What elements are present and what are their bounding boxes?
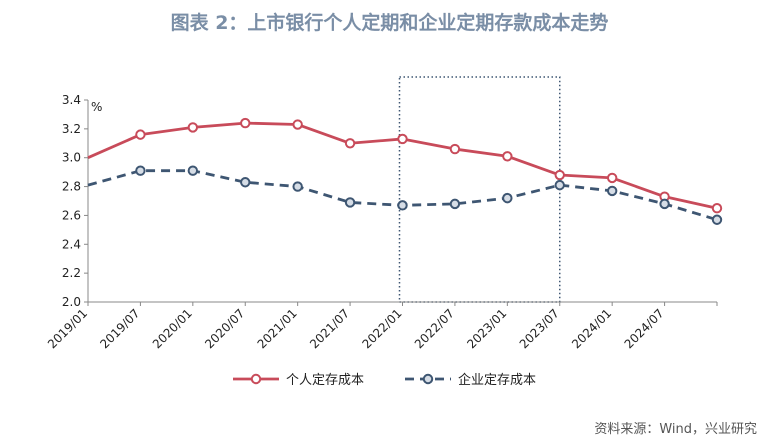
data-point [135,129,146,140]
data-point [659,198,670,210]
data-point [606,185,618,197]
data-point [711,214,723,225]
data-point [292,181,303,192]
x-tick-label: 2024/01 [569,306,614,351]
x-tick-label: 2020/07 [202,306,247,351]
series-line-enterprise [87,169,718,222]
y-tick-label: 3.4 [62,93,81,107]
data-point [240,117,251,129]
source-note: 资料来源：Wind，兴业研究 [594,422,757,437]
x-tick-label: 2023/01 [464,306,509,351]
x-tick-label: 2023/07 [517,306,562,351]
y-tick-label: 2.8 [62,180,81,194]
highlight-box [398,76,561,303]
data-point [606,172,618,184]
chart-title: 图表 2：上市银行个人定期和企业定期存款成本走势 [170,12,609,34]
y-tick-label: 3.0 [62,151,81,165]
x-tick-label: 2022/01 [359,306,404,351]
legend-marker-enterprise [422,373,434,385]
data-point [554,169,565,181]
y-tick-label: 2.0 [62,295,81,309]
y-tick-label: 3.2 [62,122,81,136]
data-point [502,192,513,204]
y-tick-label: 2.6 [62,208,81,222]
data-point [344,138,356,149]
x-tick-label: 2024/07 [622,306,667,351]
data-point [292,119,303,130]
legend-marker-personal [250,373,262,385]
y-tick-label: 2.4 [62,237,81,251]
data-point [449,143,461,155]
y-tick-label: 2.2 [62,266,81,280]
data-point [240,177,251,188]
y-unit-label: % [91,100,102,114]
data-point [397,200,408,211]
x-tick-label: 2019/01 [45,306,90,351]
data-point [711,203,723,214]
x-tick-label: 2020/01 [150,306,195,351]
x-tick-label: 2022/07 [412,306,457,351]
data-point [397,133,408,145]
x-tick-label: 2019/07 [97,306,142,351]
x-tick-label: 2021/07 [307,306,352,351]
legend-label-personal: 个人定存成本 [286,373,364,388]
data-point [187,165,199,176]
legend-label-enterprise: 企业定存成本 [458,372,536,388]
data-point [187,122,199,133]
data-point [554,179,565,191]
data-point [449,198,461,210]
data-point [344,197,356,208]
data-point [502,151,513,162]
x-tick-label: 2021/01 [255,306,300,351]
data-point [135,165,146,176]
